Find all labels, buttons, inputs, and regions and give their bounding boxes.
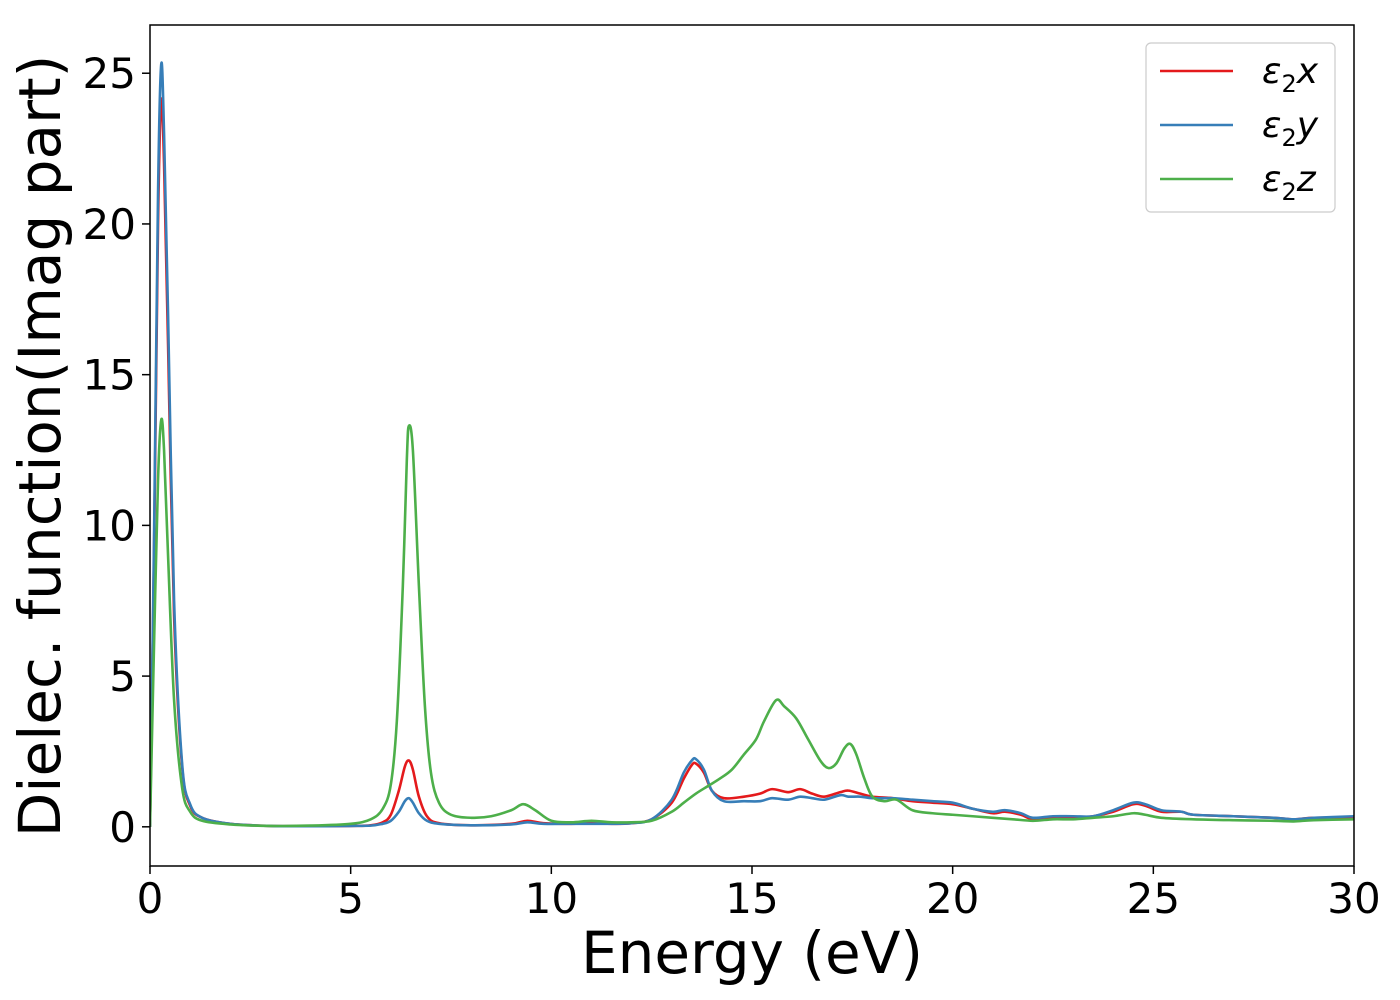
x-tick-label: 5: [337, 874, 364, 923]
legend-box: [1145, 42, 1336, 213]
legend-label-y: ε2y: [1262, 105, 1319, 152]
y-tick-label: 20: [83, 200, 136, 249]
x-axis: 0 5 10 15 20 25 30: [137, 866, 1381, 923]
x-tick-label: 30: [1327, 874, 1380, 923]
legend-label-x: ε2x: [1262, 51, 1319, 98]
y-tick-label: 5: [109, 652, 136, 701]
x-tick-label: 15: [725, 874, 778, 923]
y-tick-label: 15: [83, 351, 136, 400]
y-tick-label: 25: [83, 49, 136, 98]
y-tick-label: 0: [109, 803, 136, 852]
y-tick-label: 10: [83, 501, 136, 550]
x-tick-label: 20: [926, 874, 979, 923]
x-tick-label: 10: [525, 874, 578, 923]
x-tick-label: 0: [137, 874, 164, 923]
legend: ε2x ε2y ε2z: [1145, 42, 1336, 213]
y-axis-title: Dielec. function(Imag part): [6, 55, 74, 838]
x-axis-title: Energy (eV): [581, 919, 923, 987]
series-layer: [150, 61, 1354, 828]
y-axis: 0 5 10 15 20 25: [83, 49, 150, 852]
series-line-z: [150, 417, 1354, 828]
x-tick-label: 25: [1127, 874, 1180, 923]
series-line-y: [150, 61, 1354, 828]
legend-label-z: ε2z: [1262, 159, 1317, 206]
